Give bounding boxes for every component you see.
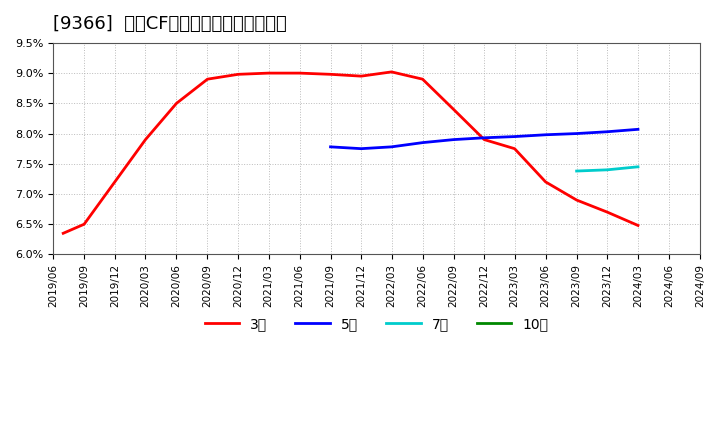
Legend: 3年, 5年, 7年, 10年: 3年, 5年, 7年, 10年 xyxy=(199,311,554,336)
Text: [9366]  営業CFマージンの平均値の推移: [9366] 営業CFマージンの平均値の推移 xyxy=(53,15,287,33)
